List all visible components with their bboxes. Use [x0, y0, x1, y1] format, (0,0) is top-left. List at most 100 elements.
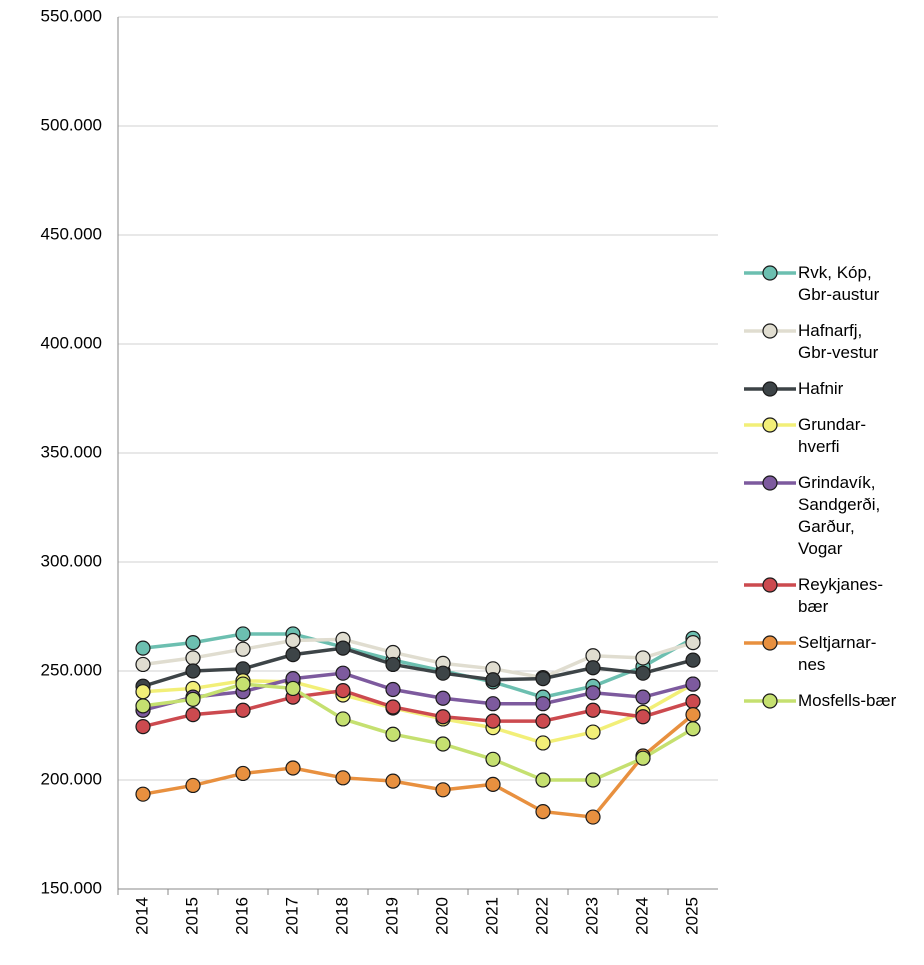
data-point [585, 660, 601, 676]
legend: Rvk, Kóp, Gbr-austur Hafnarfj, Gbr-vestur… [742, 262, 898, 726]
y-tick-label: 150.000 [41, 878, 102, 897]
data-point [685, 652, 701, 668]
data-point [335, 770, 351, 786]
series-line [142, 637, 694, 680]
data-point [435, 690, 451, 706]
data-point [185, 635, 201, 651]
legend-label: Seltjarnar-nes [798, 633, 877, 674]
data-point [285, 680, 301, 697]
legend-label: Reykjanes-bær [798, 575, 884, 616]
x-tick-label: 2020 [432, 897, 451, 935]
data-point [585, 702, 601, 718]
data-point [185, 691, 201, 707]
data-point [235, 702, 251, 718]
data-point [385, 726, 401, 742]
data-point [635, 689, 651, 705]
data-point [235, 626, 251, 642]
data-point [685, 676, 701, 692]
data-point [635, 750, 651, 766]
legend-swatch [744, 323, 796, 339]
legend-entry: Grundar-hverfi [742, 414, 898, 458]
data-point [335, 683, 351, 699]
data-point [685, 635, 701, 651]
data-point [585, 809, 601, 825]
x-tick-label: 2021 [482, 897, 501, 935]
data-point [435, 665, 451, 681]
data-point [535, 713, 551, 729]
data-point [535, 696, 551, 712]
data-point [135, 640, 151, 656]
x-tick-label: 2025 [682, 897, 701, 935]
legend-label: Grindavík, Sandgerði, Garður, Vogar [798, 473, 881, 558]
x-tick-label: 2018 [332, 897, 351, 935]
data-point [635, 709, 651, 725]
data-point [235, 765, 251, 782]
legend-marker [762, 323, 778, 339]
data-point [385, 773, 401, 789]
data-point [285, 647, 301, 663]
data-point [335, 665, 351, 681]
y-tick-label: 550.000 [41, 6, 102, 25]
data-point [285, 632, 301, 649]
data-point [635, 665, 651, 681]
legend-label: Grundar-hverfi [798, 415, 867, 456]
y-tick-label: 350.000 [41, 442, 102, 461]
y-tick-label: 400.000 [41, 333, 102, 352]
legend-marker [762, 577, 778, 593]
legend-swatch [744, 635, 796, 651]
data-point [135, 786, 151, 802]
data-point [185, 706, 201, 723]
data-point [435, 782, 451, 798]
x-tick-label: 2023 [582, 897, 601, 935]
legend-swatch [744, 417, 796, 433]
data-point [235, 676, 251, 692]
series-line [142, 682, 694, 782]
legend-label: Mosfells-bær [798, 691, 897, 710]
y-tick-label: 200.000 [41, 769, 102, 788]
data-point [535, 735, 551, 751]
legend-marker [762, 381, 778, 397]
series-line [142, 632, 694, 699]
data-point [485, 776, 501, 792]
data-point [185, 663, 201, 679]
data-point [535, 804, 551, 820]
x-tick-label: 2014 [132, 897, 151, 935]
legend-entry: Seltjarnar-nes [742, 632, 898, 676]
data-point [385, 656, 401, 673]
data-point [185, 650, 201, 666]
x-tick-label: 2015 [182, 897, 201, 935]
data-point [485, 751, 501, 767]
series-line [142, 671, 694, 712]
data-point [135, 684, 151, 700]
legend-entry: Hafnarfj, Gbr-vestur [742, 320, 898, 364]
legend-swatch [744, 577, 796, 593]
x-tick-label: 2022 [532, 897, 551, 935]
data-point [135, 718, 151, 735]
y-tick-label: 250.000 [41, 660, 102, 679]
y-tick-label: 500.000 [41, 115, 102, 134]
data-point [335, 711, 351, 727]
data-point [285, 760, 301, 776]
legend-swatch [744, 265, 796, 281]
data-point [585, 772, 601, 788]
legend-swatch [744, 381, 796, 397]
data-point [335, 640, 351, 656]
legend-marker [762, 417, 778, 433]
legend-swatch [744, 693, 796, 709]
legend-entry: Mosfells-bær [742, 690, 898, 712]
legend-marker [762, 693, 778, 709]
legend-entry: Hafnir [742, 378, 898, 400]
data-point [485, 696, 501, 712]
y-tick-label: 450.000 [41, 224, 102, 243]
legend-entry: Grindavík, Sandgerði, Garður, Vogar [742, 472, 898, 560]
data-point [385, 681, 401, 698]
series-line [142, 713, 695, 819]
x-tick-label: 2017 [282, 897, 301, 935]
data-point [685, 706, 701, 723]
data-point [385, 699, 401, 715]
legend-marker [762, 265, 778, 281]
data-point [135, 656, 151, 673]
data-point [585, 724, 601, 740]
